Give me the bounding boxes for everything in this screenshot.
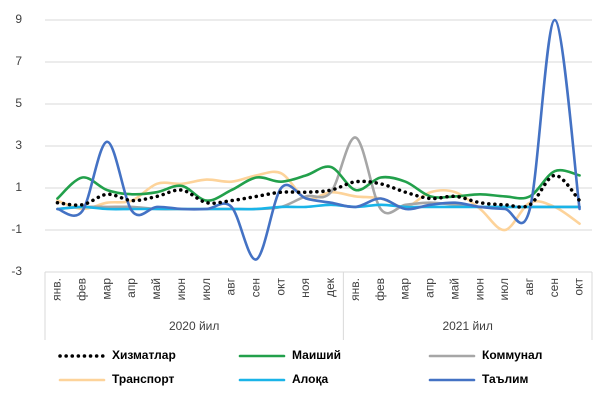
x-tick-label: июл [497, 278, 511, 300]
group-label: 2021 йил [442, 319, 492, 333]
x-tick-label: май [149, 278, 163, 300]
series-line [55, 173, 582, 209]
y-tick-label: -3 [11, 264, 22, 278]
x-tick-label: сен [249, 278, 263, 297]
legend-label: Маиший [292, 348, 341, 362]
x-tick-label: апр [124, 278, 138, 298]
y-tick-label: 9 [15, 12, 22, 26]
x-tick-label: сен [547, 278, 561, 297]
x-tick-label: июн [472, 278, 486, 300]
x-tick-label: янв. [348, 278, 362, 301]
y-tick-label: 7 [15, 54, 22, 68]
x-tick-label: мар [99, 278, 113, 300]
x-tick-label: авг [522, 277, 536, 295]
x-tick-label: апр [423, 278, 437, 298]
x-tick-label: июн [174, 278, 188, 300]
series-line [56, 165, 581, 202]
x-tick-label: июл [199, 278, 213, 300]
x-tick-label: мар [398, 278, 412, 300]
x-tick-label: окт [273, 278, 287, 296]
x-tick-label: фев [373, 278, 387, 301]
y-tick-label: 3 [15, 138, 22, 152]
x-tick-label: дек [323, 277, 337, 297]
y-tick-label: 1 [15, 180, 22, 194]
legend-label: Транспорт [112, 372, 175, 386]
y-tick-label: -1 [11, 222, 22, 236]
group-label: 2020 йил [169, 319, 219, 333]
legend-label: Таълим [482, 372, 528, 386]
x-tick-label: фев [74, 278, 88, 301]
x-tick-label: ноя [298, 278, 312, 298]
legend-label: Коммунал [482, 348, 542, 362]
x-tick-label: янв. [50, 278, 64, 301]
y-tick-label: 5 [15, 96, 22, 110]
legend-label: Хизматлар [112, 348, 176, 362]
x-tick-label: окт [572, 278, 586, 296]
series-line [56, 18, 581, 261]
series-line [56, 203, 581, 211]
x-tick-label: авг [224, 277, 238, 295]
x-tick-label: май [447, 278, 461, 300]
legend-label: Алоқа [292, 372, 328, 386]
